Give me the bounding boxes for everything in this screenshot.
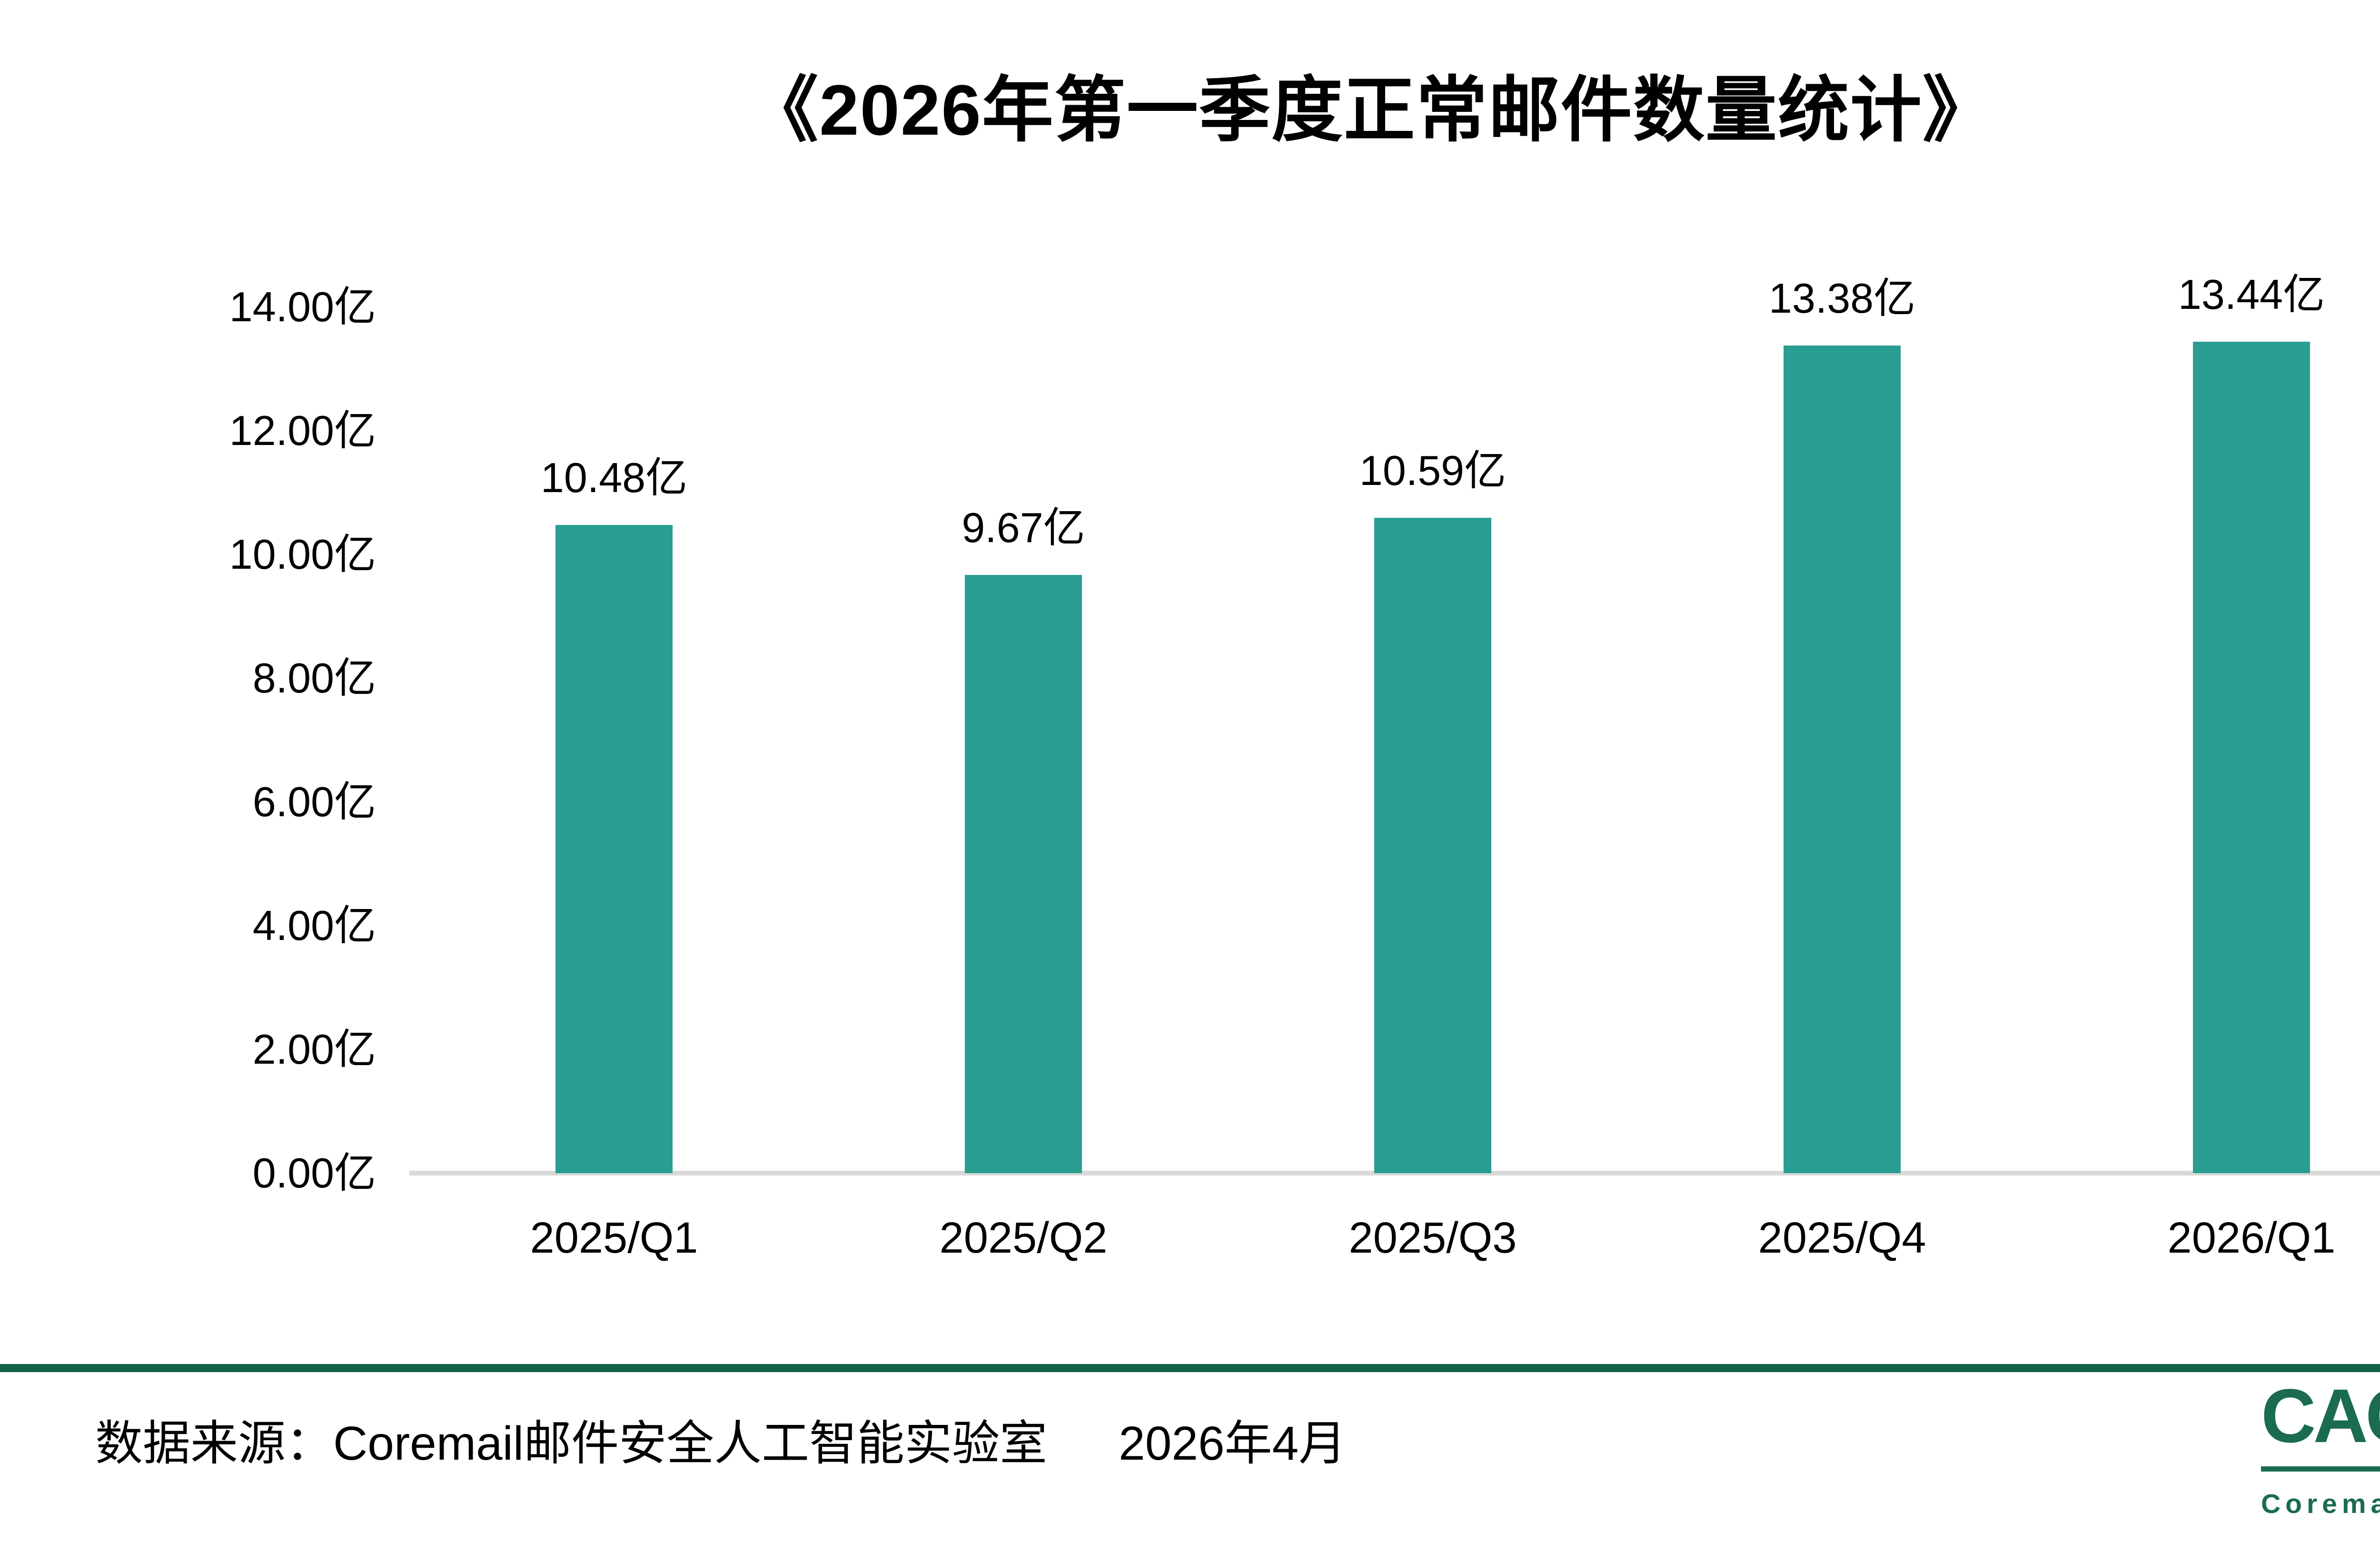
chart-slot: 13.38亿 2025/Q4 — [1637, 277, 2047, 1260]
bar — [555, 524, 673, 1173]
x-tick-label: 2025/Q1 — [530, 1214, 698, 1262]
chart-slot: 10.48亿 2025/Q1 — [409, 307, 819, 1260]
bar — [1784, 345, 1901, 1173]
y-tick-label: 14.00亿 — [229, 283, 376, 330]
x-tick-label: 2025/Q3 — [1349, 1214, 1517, 1262]
logo-tagline: Coremail 旗下独立品牌 — [2261, 1489, 2380, 1519]
bar-value-label: 13.44亿 — [2178, 270, 2325, 318]
bar-value-label: 10.59亿 — [1359, 447, 1507, 494]
x-tick-label: 2026/Q1 — [2167, 1214, 2336, 1262]
data-source-text: 数据来源：Coremail邮件安全人工智能实验室 — [95, 1417, 1048, 1470]
logo-underline — [2261, 1466, 2380, 1472]
bar-value-label: 9.67亿 — [962, 504, 1085, 551]
x-tick-label: 2025/Q4 — [1758, 1214, 1926, 1262]
y-tick-label: 10.00亿 — [229, 531, 376, 578]
chart-slot: 9.67亿 2025/Q2 — [819, 307, 1228, 1260]
bar-chart-plot-area: 10.48亿 2025/Q1 9.67亿 2025/Q2 10.59亿 2025/Q3 13… — [409, 273, 2380, 1260]
y-axis: 14.00亿 12.00亿 10.00亿 8.00亿 6.00亿 4.00亿 2.00亿 0.… — [0, 286, 376, 1194]
footer: 数据来源：Coremail邮件安全人工智能实验室 2026年4月 — [95, 1417, 1346, 1470]
bar — [1374, 518, 1491, 1173]
bar-value-label: 10.48亿 — [540, 454, 688, 501]
bar-series: 10.48亿 2025/Q1 9.67亿 2025/Q2 10.59亿 2025/Q3 13… — [409, 273, 2380, 1260]
bar — [2193, 341, 2310, 1173]
x-tick-label: 2025/Q2 — [939, 1214, 1108, 1262]
cacter-wordmark: CACTER — [2261, 1373, 2380, 1458]
y-tick-label: 6.00亿 — [252, 778, 376, 825]
x-axis-line — [409, 1171, 2380, 1176]
bar — [965, 574, 1082, 1173]
report-date-text: 2026年4月 — [1119, 1417, 1347, 1470]
chart-title: 《2026年第一季度正常邮件数量统计》 — [747, 70, 1995, 150]
y-tick-label: 0.00亿 — [252, 1149, 376, 1196]
cacter-logo: CACTER 邮件 安全 Coremail 旗下独立品牌 — [2261, 1378, 2380, 1521]
bar-value-label: 13.38亿 — [1768, 274, 1916, 322]
logo-row: CACTER 邮件 安全 — [2261, 1378, 2380, 1454]
y-tick-label: 8.00亿 — [252, 654, 376, 702]
y-tick-label: 12.00亿 — [229, 407, 376, 454]
chart-slot: 10.59亿 2025/Q3 — [1228, 307, 1637, 1260]
y-tick-label: 4.00亿 — [252, 902, 376, 949]
chart-slot: 13.44亿 2026/Q1 — [2047, 273, 2380, 1260]
y-tick-label: 2.00亿 — [252, 1026, 376, 1073]
footer-separator-line — [0, 1364, 2380, 1372]
